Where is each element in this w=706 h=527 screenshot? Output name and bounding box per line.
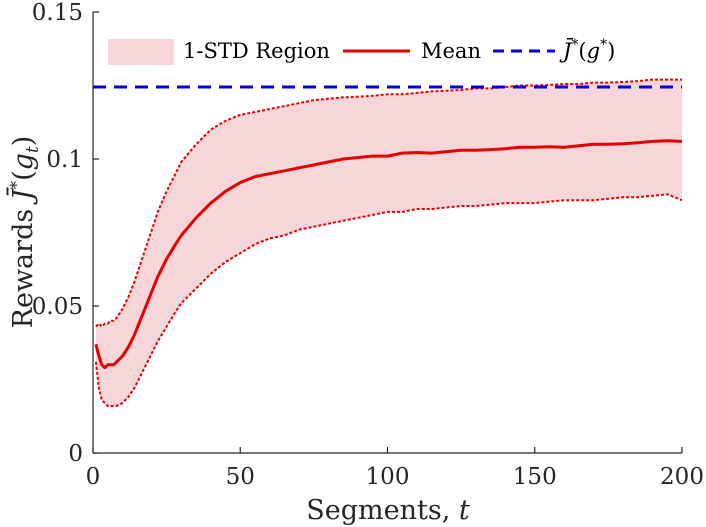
x-tick-label: 100 [366, 464, 410, 490]
tick-layer: 0 50 100 150 200 0 0.05 0.1 0.15 [32, 0, 704, 490]
legend-reference-label: J̄*(g*) [559, 37, 615, 63]
std-band-region [95, 79, 682, 406]
y-tick-label: 0.05 [32, 294, 83, 320]
std-lower-line [94, 193, 683, 407]
x-tick-label: 0 [86, 464, 101, 490]
y-tick-label: 0 [68, 441, 83, 467]
legend: 1-STD Region Mean J̄*(g*) [108, 37, 615, 65]
mean-line [94, 139, 683, 370]
y-tick-label: 0.1 [46, 147, 83, 173]
plot-layer [93, 78, 683, 407]
legend-mean-label: Mean [421, 39, 481, 63]
y-tick-label: 0.15 [32, 0, 83, 26]
x-tick-label: 50 [226, 464, 255, 490]
x-tick-label: 150 [513, 464, 557, 490]
x-tick-label: 200 [660, 464, 704, 490]
x-axis-label: Segments, t [306, 495, 470, 526]
y-axis-label: Rewards J̄*(gt) [5, 136, 43, 329]
legend-band-swatch [108, 39, 174, 65]
legend-band-label: 1-STD Region [183, 39, 330, 63]
std-upper-line [95, 78, 682, 328]
